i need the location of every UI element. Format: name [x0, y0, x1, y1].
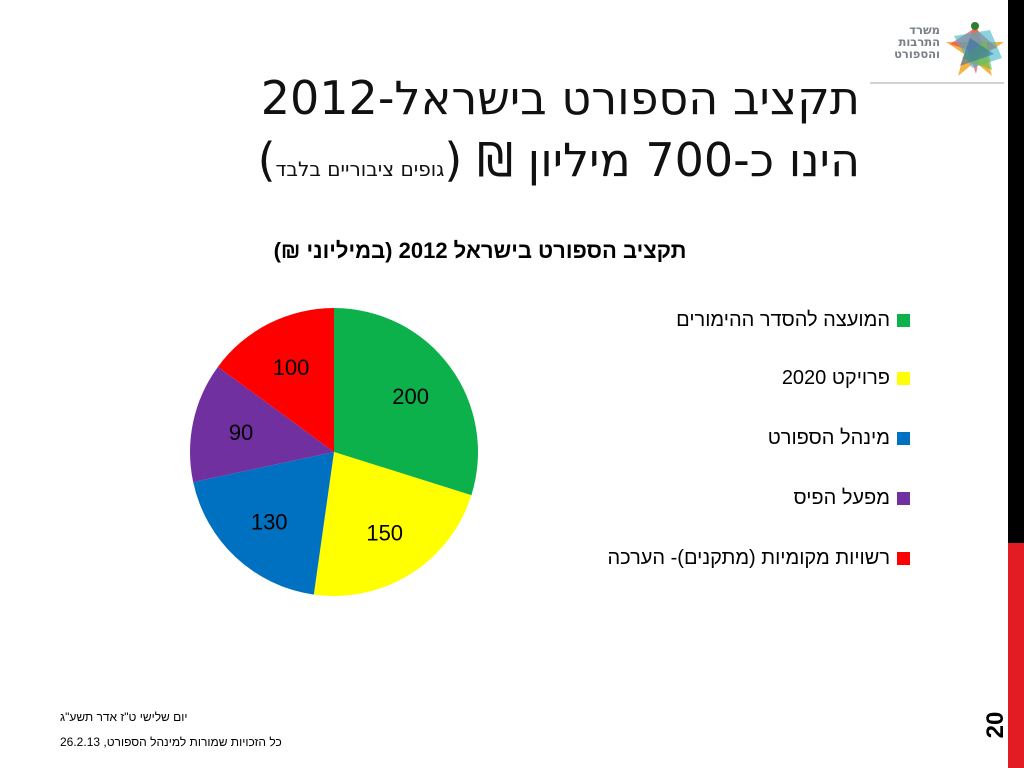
legend-label: מפעל הפיס: [793, 487, 890, 509]
logo-line-3: והספורט: [894, 47, 940, 61]
pie-data-label: 90: [229, 420, 253, 445]
star-logo-icon: [946, 22, 1004, 76]
title-line-2-main: הינו כ-700 מיליון ₪ (: [444, 133, 860, 187]
legend-swatch: [897, 314, 910, 327]
title-line-2-note: גופים ציבוריים בלבד: [275, 157, 445, 181]
slide-title-line-1: תקציב הספורט בישראל-2012: [260, 71, 860, 125]
pie-slice: [334, 308, 478, 496]
logo-text: משרד התרבות והספורט: [866, 24, 940, 60]
pie-data-label: 130: [251, 510, 288, 535]
logo-underline: [870, 82, 1004, 84]
pie-slice: [193, 452, 334, 595]
legend-swatch: [897, 432, 910, 445]
legend-label: מינהל הספורט: [767, 427, 890, 449]
legend-swatch: [897, 492, 910, 505]
legend-item: רשויות מקומיות (מתקנים)- הערכה: [600, 546, 910, 570]
pie-data-label: 200: [392, 384, 429, 409]
logo-line-2: התרבות: [898, 35, 941, 49]
legend-label: רשויות מקומיות (מתקנים)- הערכה: [607, 547, 891, 569]
sidebar-red-stripe: [1008, 543, 1024, 768]
pie-slice: [313, 452, 472, 596]
pie-data-label: 150: [366, 520, 403, 545]
slide-title-line-2: הינו כ-700 מיליון ₪ (גופים ציבוריים בלבד…: [100, 132, 860, 197]
legend-item: פרויקט 2020: [600, 366, 910, 390]
legend-item: מינהל הספורט: [600, 426, 910, 450]
footer-date: יום שלישי ט"ז אדר תשע"ג: [60, 710, 188, 724]
pie-data-label: 100: [273, 355, 310, 380]
footer-copyright: כל הזכויות שמורות למינהל הספורט, 26.2.13: [60, 735, 282, 749]
legend-item: המועצה להסדר ההימורים: [600, 308, 910, 332]
legend-swatch: [897, 552, 910, 565]
pie-slice: [190, 366, 334, 483]
title-line-2-close: ): [257, 133, 276, 187]
page-number: 20: [982, 711, 1009, 739]
legend-item: מפעל הפיס: [600, 486, 910, 510]
legend-swatch: [897, 372, 910, 385]
logo-line-1: משרד: [909, 23, 940, 37]
legend-label: פרויקט 2020: [781, 367, 890, 389]
pie-slice: [217, 308, 334, 452]
legend-label: המועצה להסדר ההימורים: [676, 309, 890, 331]
ministry-logo: משרד התרבות והספורט: [866, 14, 1008, 86]
chart-title: תקציב הספורט בישראל 2012 (במיליוני ₪): [273, 238, 687, 263]
sidebar-black-stripe: [1008, 0, 1024, 543]
